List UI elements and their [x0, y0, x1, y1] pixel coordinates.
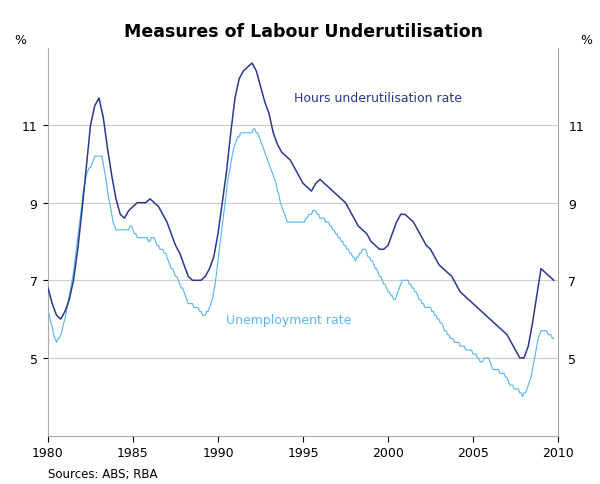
Text: %: %: [14, 33, 26, 46]
Text: Sources: ABS; RBA: Sources: ABS; RBA: [48, 467, 157, 480]
Text: %: %: [580, 33, 592, 46]
Text: Hours underutilisation rate: Hours underutilisation rate: [295, 91, 463, 105]
Text: Unemployment rate: Unemployment rate: [227, 314, 352, 327]
Title: Measures of Labour Underutilisation: Measures of Labour Underutilisation: [124, 23, 482, 41]
